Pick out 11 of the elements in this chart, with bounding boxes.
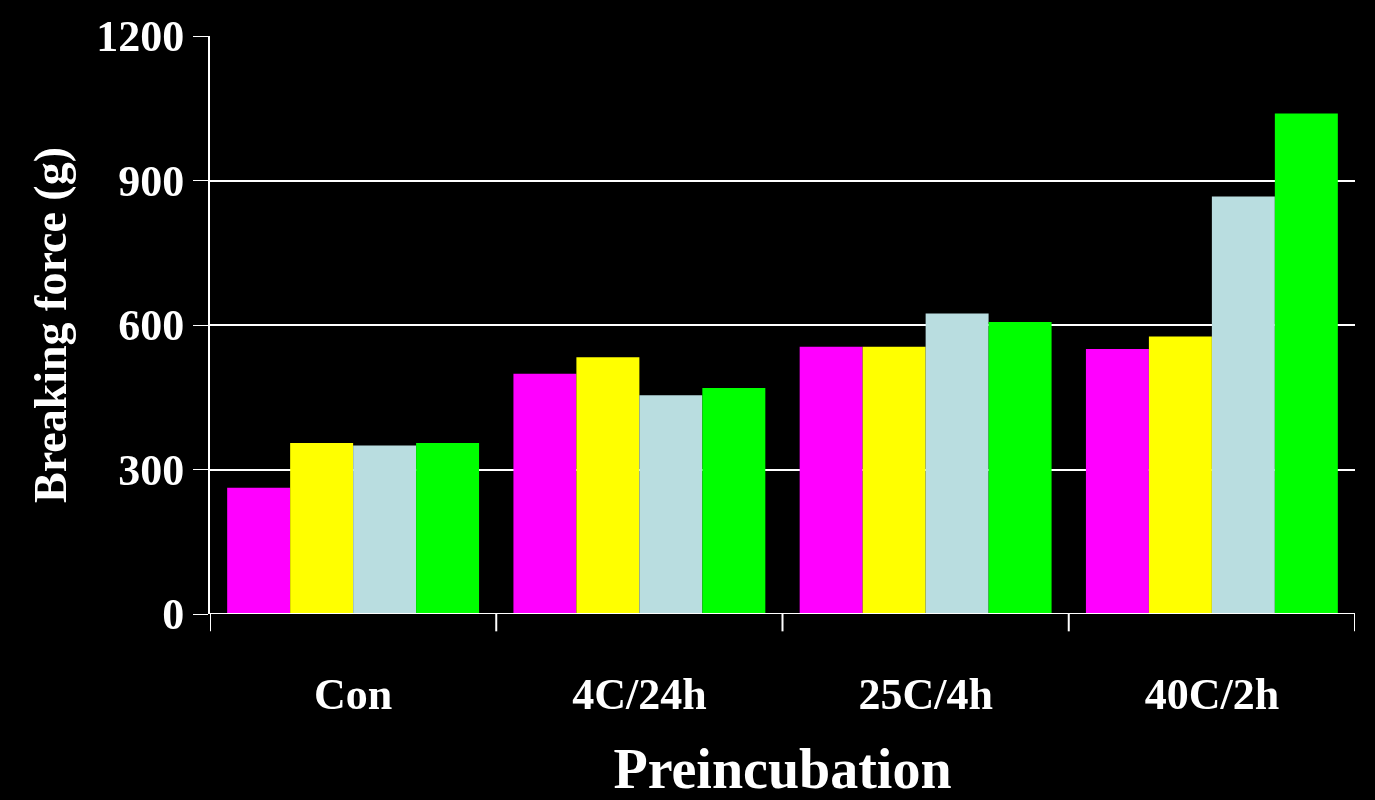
x-axis-title: Preincubation	[613, 737, 952, 800]
y-axis-title: Breaking force (g)	[25, 146, 77, 504]
y-tick-label: 900	[118, 156, 185, 206]
y-tick-label: 600	[118, 301, 185, 351]
y-tick-label: 300	[118, 445, 185, 495]
x-tick-label: 25C/4h	[858, 670, 993, 719]
x-tick-label: Con	[314, 670, 393, 719]
y-tick-label: 1200	[96, 12, 185, 62]
y-tick-label: 0	[162, 590, 185, 640]
x-tick-label: 40C/2h	[1144, 670, 1280, 719]
x-tick-label: 4C/24h	[572, 670, 707, 719]
